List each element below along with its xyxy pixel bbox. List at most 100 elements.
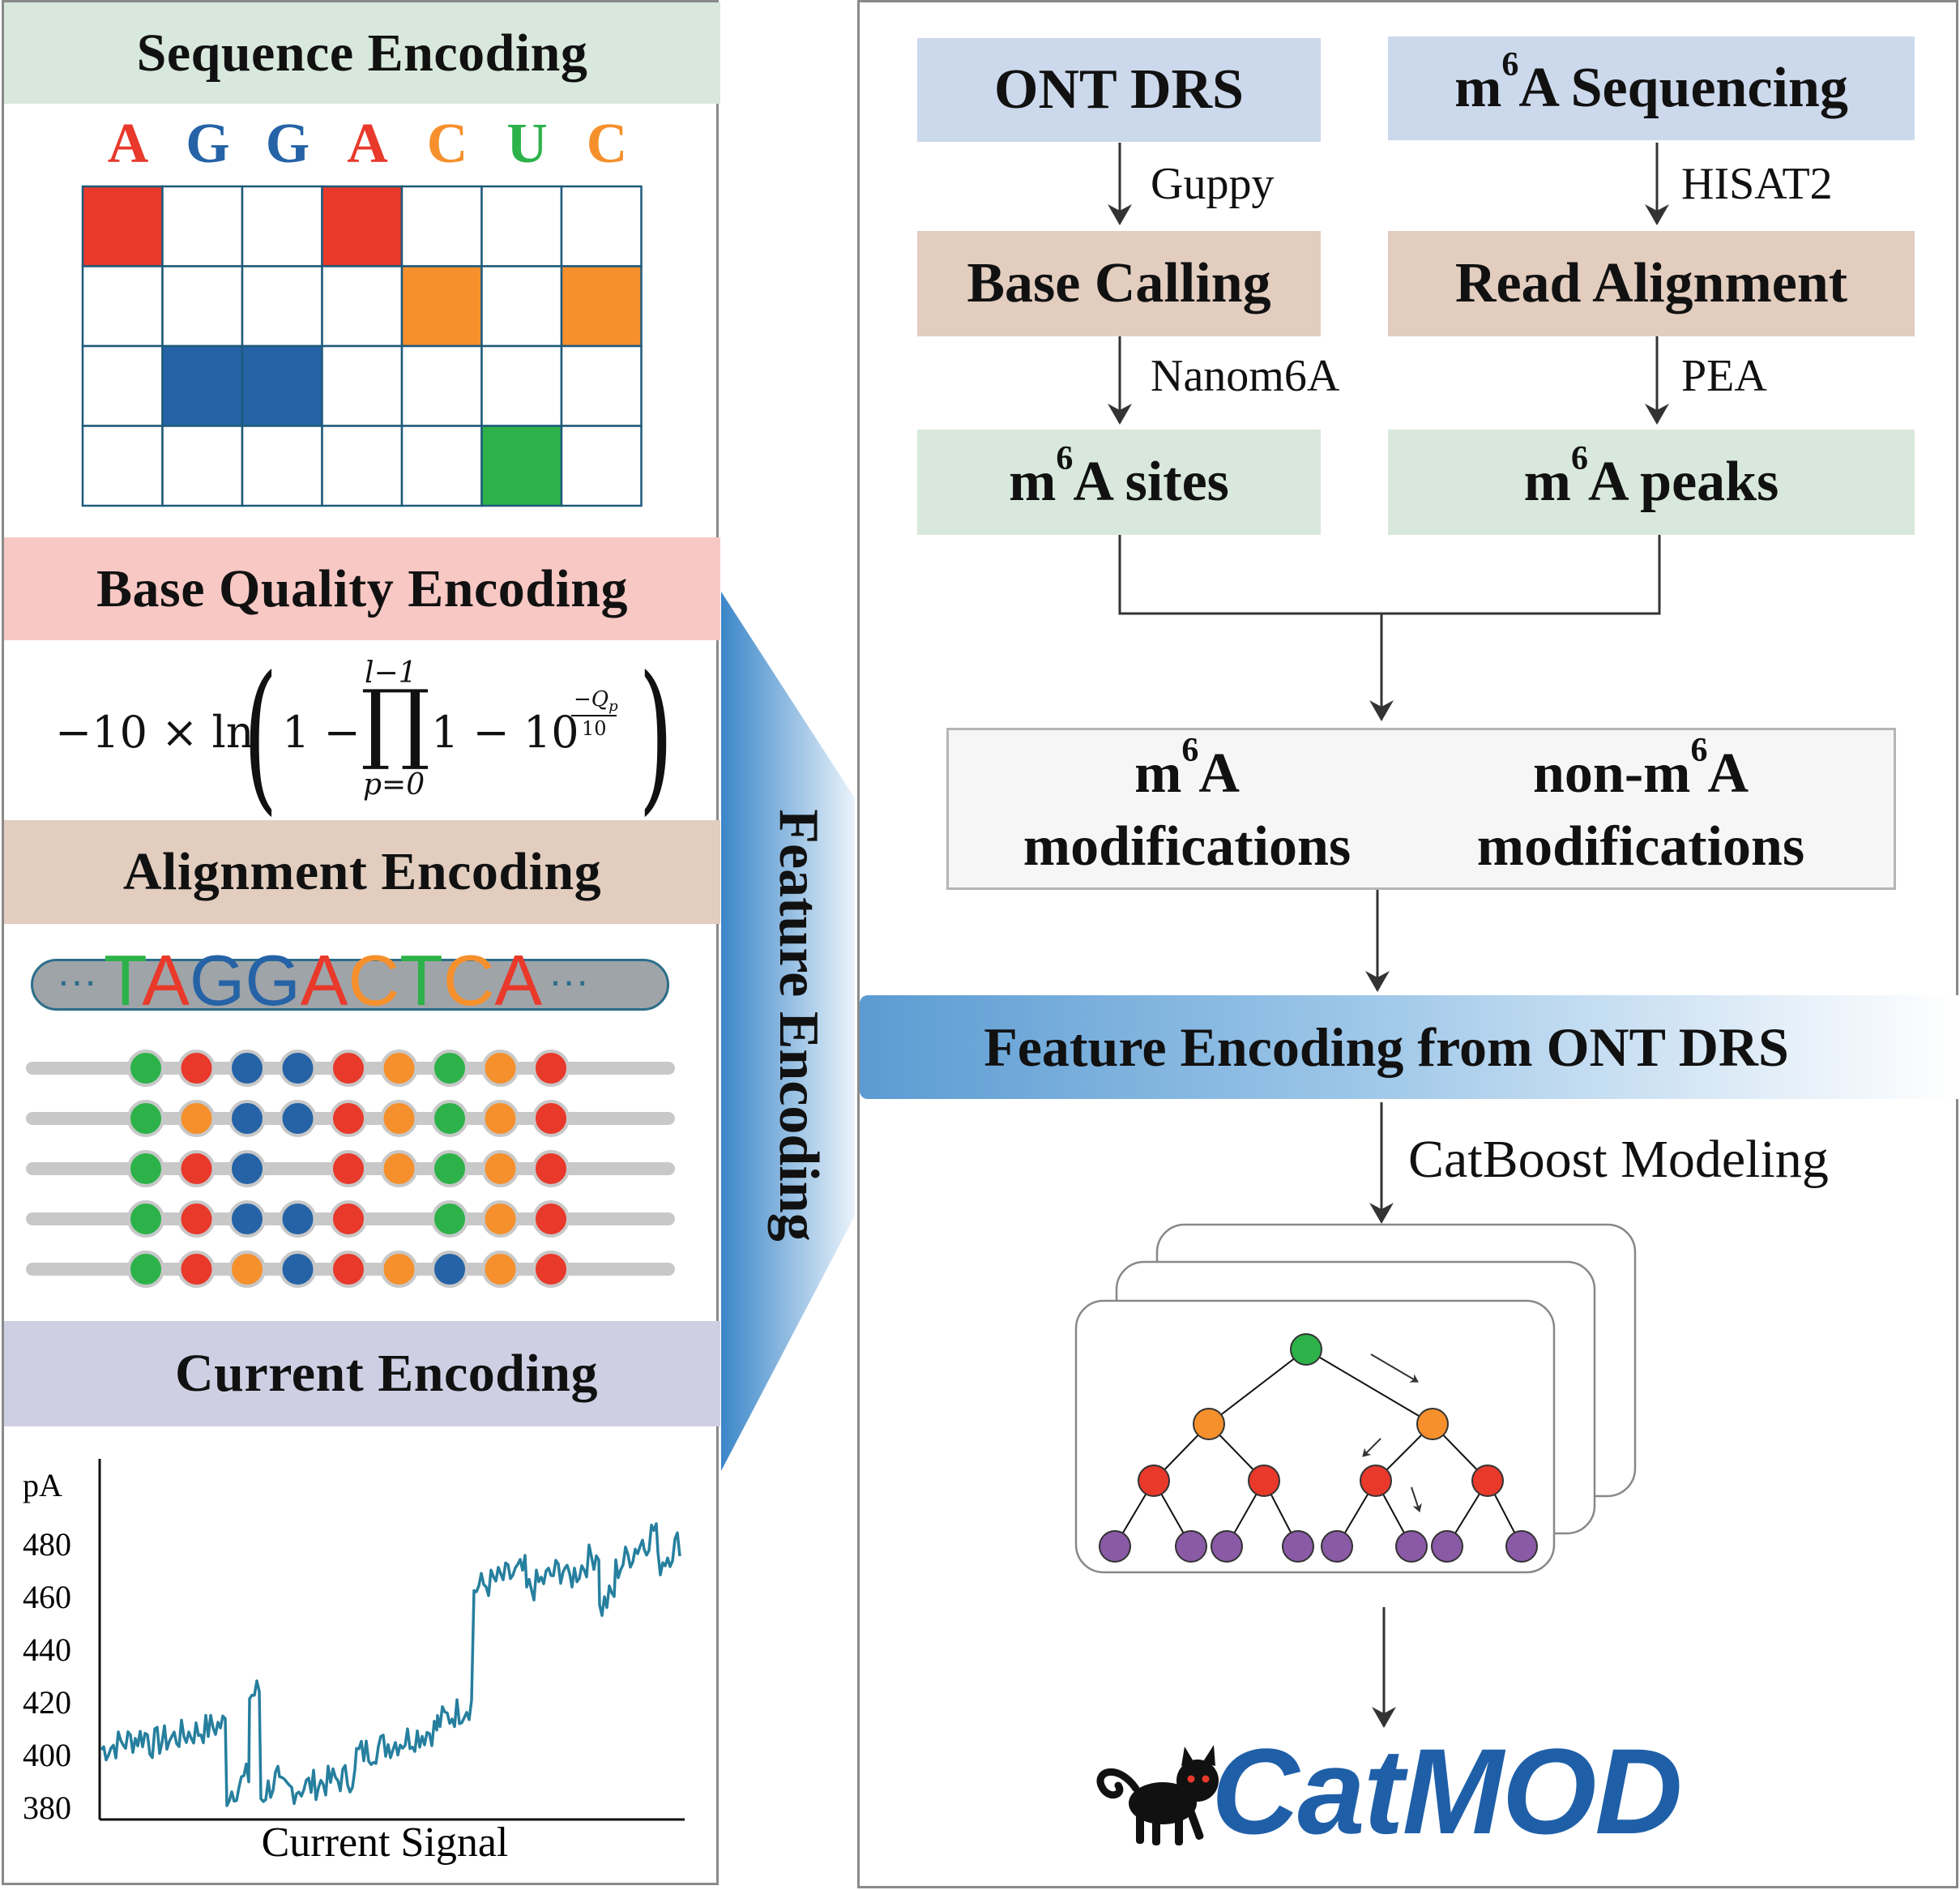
onehot-cell bbox=[480, 185, 563, 267]
read-base-dot bbox=[532, 1150, 570, 1187]
sequence-encoding-title: Sequence Encoding bbox=[136, 23, 588, 83]
y-tick-label: 420 bbox=[23, 1684, 71, 1721]
current-encoding-title: Current Encoding bbox=[174, 1344, 598, 1403]
read-base-dot bbox=[481, 1251, 519, 1288]
read-base-dot bbox=[127, 1251, 164, 1288]
m6a-sequencing-box: m6A Sequencing bbox=[1388, 36, 1915, 140]
read-base-dot bbox=[279, 1100, 317, 1137]
onehot-cell-filled bbox=[321, 185, 404, 267]
reference-sequence-pill bbox=[31, 959, 669, 1011]
read-base-dot bbox=[380, 1100, 418, 1137]
onehot-cell bbox=[321, 344, 404, 427]
read-base-dot bbox=[380, 1150, 418, 1187]
read-base-dot bbox=[228, 1251, 266, 1288]
onehot-cell-filled bbox=[560, 265, 643, 348]
read-base-dot bbox=[532, 1100, 570, 1137]
onehot-cell bbox=[560, 344, 643, 427]
y-tick-label: 400 bbox=[23, 1737, 71, 1773]
onehot-cell bbox=[161, 185, 244, 267]
m6a-sequencing-label: m6A Sequencing bbox=[1454, 46, 1848, 119]
sequence-letter: G bbox=[265, 113, 310, 175]
sequence-encoding-header: Sequence Encoding bbox=[4, 2, 720, 104]
onehot-cell bbox=[161, 425, 244, 507]
tree-leaf bbox=[1211, 1530, 1243, 1563]
read-base-dot bbox=[431, 1050, 468, 1087]
onehot-cell bbox=[321, 425, 404, 507]
right-panel bbox=[857, 0, 1958, 1888]
nanom6a-label: Nanom6A bbox=[1151, 351, 1340, 401]
read-base-dot bbox=[127, 1200, 164, 1238]
sequence-letter: U bbox=[506, 113, 548, 175]
sequence-letter: G bbox=[186, 113, 230, 175]
read-base-dot bbox=[481, 1050, 519, 1087]
ref-letter: A bbox=[300, 940, 348, 1020]
catboost-trees bbox=[1074, 1223, 1637, 1574]
tree-path-arrow bbox=[1411, 1486, 1422, 1512]
x-axis-label: Current Signal bbox=[262, 1819, 509, 1866]
read-base-dot bbox=[279, 1200, 317, 1238]
read-base-dot bbox=[532, 1200, 570, 1238]
modifications-box bbox=[946, 728, 1896, 890]
onehot-cell bbox=[400, 344, 483, 427]
formula-one: 1 − bbox=[282, 707, 361, 758]
guppy-label: Guppy bbox=[1151, 159, 1275, 209]
base-quality-title: Base Quality Encoding bbox=[96, 558, 628, 618]
tree-leaf bbox=[1099, 1530, 1131, 1563]
aligned-reads bbox=[26, 1050, 675, 1288]
onehot-cell bbox=[560, 185, 643, 267]
m6a-modifications-label: m6A modifications bbox=[997, 733, 1377, 883]
tree-node bbox=[1471, 1465, 1504, 1497]
y-tick-label: 440 bbox=[23, 1631, 71, 1668]
onehot-cell bbox=[81, 344, 164, 427]
read-base-dot bbox=[177, 1251, 216, 1288]
formula-prod-lower: p=0 bbox=[363, 768, 425, 802]
read-base-dot bbox=[532, 1251, 570, 1288]
m6a-peaks-box: m6A peaks bbox=[1388, 430, 1915, 535]
tree-leaf bbox=[1175, 1530, 1207, 1563]
tree-node bbox=[1248, 1465, 1280, 1497]
read-base-dot bbox=[431, 1251, 468, 1288]
read-base-dot bbox=[330, 1100, 367, 1137]
base-quality-formula: −10 × ln ( 1 − l−1 ∏ p=0 1 − 10 −Qp 10 ) bbox=[49, 642, 681, 831]
formula-prod-symbol: ∏ bbox=[361, 672, 430, 773]
read-base-dot bbox=[228, 1100, 266, 1137]
read-alignment-box: Read Alignment bbox=[1388, 231, 1915, 336]
m6a-sites-box: m6A sites bbox=[917, 430, 1321, 535]
onehot-cell bbox=[241, 185, 323, 267]
ref-letters: TAGGACTCA bbox=[104, 939, 542, 1022]
read-base-dot bbox=[481, 1200, 519, 1238]
base-quality-header: Base Quality Encoding bbox=[4, 537, 720, 640]
tree-leaf bbox=[1282, 1530, 1314, 1563]
tree-node bbox=[1290, 1333, 1322, 1366]
read-base-dot bbox=[330, 1200, 367, 1238]
tree-leaf bbox=[1505, 1530, 1538, 1563]
m6a-peaks-label: m6A peaks bbox=[1523, 440, 1779, 513]
tree-node bbox=[1360, 1465, 1392, 1497]
onehot-cell bbox=[480, 265, 563, 348]
read-alignment-label: Read Alignment bbox=[1454, 252, 1848, 314]
read-base-dot bbox=[177, 1200, 216, 1238]
ref-prefix: ··· bbox=[57, 958, 97, 1003]
formula-exp-den: 10 bbox=[582, 717, 607, 740]
tree-node bbox=[1193, 1408, 1225, 1440]
tree-path-arrow bbox=[1370, 1353, 1419, 1383]
feature-arrow-shape bbox=[721, 592, 855, 1471]
merge-connector bbox=[1118, 535, 1661, 615]
formula-prod-upper: l−1 bbox=[365, 656, 417, 690]
ont-drs-label: ONT DRS bbox=[994, 58, 1244, 121]
formula-lead: −10 × ln bbox=[55, 707, 254, 758]
read-base-dot bbox=[481, 1150, 519, 1187]
read-base-dot bbox=[431, 1100, 468, 1137]
m6a-mod-line2: modifications bbox=[1023, 815, 1352, 878]
feature-encoding-banner-label: Feature Encoding from ONT DRS bbox=[984, 1016, 1789, 1078]
ref-letter: A bbox=[494, 940, 543, 1020]
onehot-cell bbox=[241, 265, 323, 348]
formula-exp-num: −Qp bbox=[574, 687, 618, 716]
feature-encoding-banner bbox=[860, 995, 1958, 1099]
onehot-grid bbox=[81, 185, 643, 507]
tree-path-arrow bbox=[1362, 1438, 1381, 1457]
ref-letter: G bbox=[189, 940, 246, 1020]
non-m6a-mod-line1: non-m6A bbox=[1532, 732, 1749, 805]
ref-letter: T bbox=[399, 940, 443, 1020]
onehot-cell-filled bbox=[161, 344, 244, 427]
